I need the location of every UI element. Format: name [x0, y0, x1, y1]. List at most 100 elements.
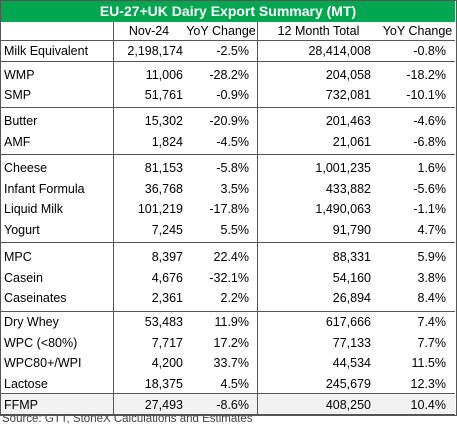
- cell-value: 7,717: [151, 335, 183, 350]
- cell-value: 4.5%: [220, 376, 250, 391]
- row-group: [1, 312, 455, 394]
- cell-value: -4.5%: [216, 134, 249, 149]
- row-label: Milk Equivalent: [4, 44, 89, 58]
- row-label: Cheese: [4, 161, 48, 176]
- cell-value: 8,397: [151, 250, 183, 264]
- row-label: WPC80+/WPI: [4, 356, 82, 371]
- cell-value: 4,676: [151, 270, 183, 285]
- column-header: YoY Change: [186, 24, 256, 38]
- column-divider: [113, 22, 114, 415]
- cell-value: -18.2%: [406, 67, 446, 82]
- row-label: Infant Formula: [4, 181, 85, 196]
- header-row-border: [1, 22, 455, 41]
- column-header: YoY Change: [382, 24, 453, 38]
- cell-value: -20.9%: [209, 114, 249, 129]
- cell-value: -8.6%: [216, 397, 249, 412]
- row-label: Casein: [4, 270, 43, 285]
- cell-value: -5.6%: [413, 181, 446, 196]
- row-group: [1, 108, 455, 155]
- cell-value: 5.9%: [417, 250, 447, 264]
- cell-value: 88,331: [332, 250, 371, 264]
- cell-value: 204,058: [325, 67, 371, 82]
- cell-value: -28.2%: [209, 67, 249, 82]
- cell-value: 7.7%: [417, 335, 447, 350]
- cell-value: 77,133: [332, 335, 371, 350]
- row-label: AMF: [4, 134, 31, 149]
- cell-value: 7.4%: [417, 315, 447, 330]
- cell-value: -10.1%: [406, 88, 446, 103]
- cell-value: 44,534: [332, 356, 371, 371]
- cell-value: -0.9%: [216, 88, 249, 103]
- cell-value: 81,153: [144, 161, 183, 176]
- cell-value: 2,361: [151, 291, 183, 305]
- cell-value: 51,761: [144, 88, 183, 103]
- cell-value: 17.2%: [213, 335, 249, 350]
- cell-value: 408,250: [325, 397, 371, 412]
- row-label: Dry Whey: [4, 315, 59, 330]
- cell-value: 10.4%: [410, 397, 446, 412]
- cell-value: 27,493: [144, 397, 183, 412]
- cell-value: 7,245: [151, 222, 183, 237]
- cell-value: 54,160: [332, 270, 371, 285]
- table-title: EU-27+UK Dairy Export Summary (MT): [1, 1, 455, 22]
- cell-value: 101,219: [137, 202, 183, 217]
- cell-value: 22.4%: [213, 250, 249, 264]
- cell-value: -6.8%: [413, 134, 446, 149]
- row-label: MPC: [4, 250, 32, 264]
- cell-value: 11,006: [145, 67, 183, 82]
- cell-value: 3.8%: [417, 270, 447, 285]
- column-divider: [257, 22, 258, 415]
- cell-value: 617,666: [325, 315, 371, 330]
- source-note: Source: GTT, StoneX Calculations and Est…: [2, 413, 253, 425]
- cell-value: 28,414,008: [308, 44, 371, 58]
- cell-value: -0.8%: [413, 44, 446, 58]
- row-group: [1, 155, 455, 243]
- column-header: Nov-24: [128, 24, 170, 38]
- cell-value: 8.4%: [417, 291, 447, 305]
- row-label: WPC (<80%): [4, 335, 78, 350]
- row-label: Liquid Milk: [4, 202, 64, 217]
- cell-value: -4.6%: [413, 114, 446, 129]
- row-label: SMP: [4, 88, 32, 103]
- cell-value: 3.5%: [220, 181, 250, 196]
- cell-value: 245,679: [325, 376, 371, 391]
- cell-value: 201,463: [325, 114, 371, 129]
- cell-value: 732,081: [325, 88, 371, 103]
- cell-value: 4,200: [151, 356, 183, 371]
- row-label: Caseinates: [4, 291, 67, 305]
- row-group: [1, 40, 455, 62]
- row-label: WMP: [4, 67, 35, 82]
- cell-value: 36,768: [144, 181, 183, 196]
- cell-value: 4.7%: [417, 222, 447, 237]
- cell-value: 11.5%: [411, 356, 446, 371]
- column-header: 12 Month Total: [277, 24, 360, 38]
- row-group: [1, 243, 455, 312]
- cell-value: -17.8%: [209, 202, 249, 217]
- cell-value: 2,198,174: [127, 44, 183, 58]
- cell-value: 2.2%: [220, 291, 250, 305]
- cell-value: 91,790: [332, 222, 371, 237]
- cell-value: 1,001,235: [315, 161, 371, 176]
- cell-value: 15,302: [144, 114, 183, 129]
- row-label: Yogurt: [4, 222, 40, 237]
- cell-value: -1.1%: [413, 202, 446, 217]
- cell-value: 21,061: [332, 134, 371, 149]
- row-label: FFMP: [4, 397, 39, 412]
- cell-value: 12.3%: [410, 376, 446, 391]
- cell-value: 1,824: [151, 134, 183, 149]
- cell-value: 33.7%: [213, 356, 249, 371]
- cell-value: 1.6%: [417, 161, 447, 176]
- cell-value: 11.9%: [214, 315, 249, 330]
- row-label: Butter: [4, 114, 38, 129]
- cell-value: 26,894: [332, 291, 371, 305]
- cell-value: 18,375: [144, 376, 183, 391]
- cell-value: 5.5%: [220, 222, 250, 237]
- cell-value: 1,490,063: [315, 202, 371, 217]
- cell-value: 433,882: [325, 181, 371, 196]
- row-group: [1, 394, 455, 415]
- row-label: Lactose: [4, 376, 48, 391]
- cell-value: 53,483: [144, 315, 183, 330]
- cell-value: -5.8%: [216, 161, 249, 176]
- row-group: [1, 62, 455, 108]
